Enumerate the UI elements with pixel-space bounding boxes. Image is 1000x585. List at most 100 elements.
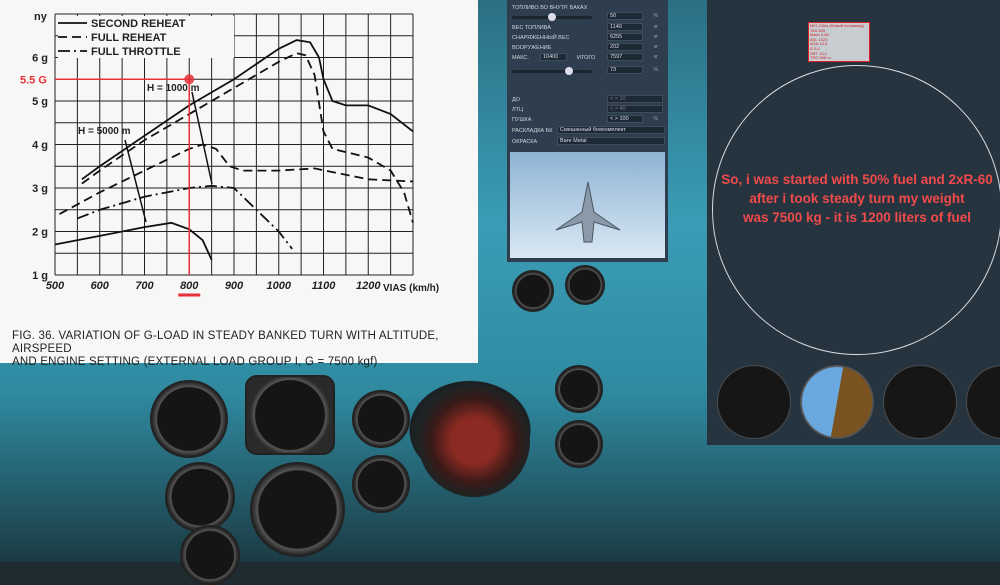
x-tick-label: 800 bbox=[180, 280, 199, 292]
x-tick-label: 1100 bbox=[312, 280, 337, 292]
note-line: So, i was started with 50% fuel and 2xR-… bbox=[721, 172, 993, 187]
altimeter-indicator bbox=[883, 365, 957, 439]
fuel-slider-knob[interactable] bbox=[548, 13, 556, 21]
total-value: 7597 bbox=[607, 53, 643, 61]
pressure-gauge bbox=[180, 525, 240, 585]
x-tick-label: 1000 bbox=[267, 280, 292, 292]
unit: кг bbox=[653, 54, 658, 60]
radar-scope bbox=[418, 385, 530, 497]
empty-weight-label: СНАРЯЖЕННЫЙ ВЕС bbox=[512, 34, 570, 41]
telemetry-box: MiG-21bis (Новый полиамид) TAS 825 Mach … bbox=[808, 22, 870, 62]
paint-label: ОКРАСКА bbox=[512, 138, 538, 145]
gun-field[interactable]: < > 100 bbox=[607, 115, 643, 123]
fuel-gauge bbox=[555, 420, 603, 468]
ltc-field[interactable]: < > 40 bbox=[607, 105, 663, 113]
telemetry-line: G 5,4 bbox=[810, 45, 820, 51]
series-line bbox=[77, 184, 293, 250]
y-tick-label: 4 g bbox=[32, 140, 48, 152]
legend-label: FULL THROTTLE bbox=[91, 46, 181, 58]
altimeter-gauge bbox=[352, 390, 410, 448]
note-line: was 7500 kg - it is 1200 liters of fuel bbox=[742, 210, 972, 225]
empty-weight-value: 6255 bbox=[607, 33, 643, 41]
series-line bbox=[81, 39, 414, 181]
total-label: ИТОГО bbox=[577, 54, 596, 61]
leader-line bbox=[191, 91, 213, 185]
turn-circle bbox=[712, 65, 1000, 355]
y-tick-label: 3 g bbox=[32, 183, 48, 195]
caption-line-2: AND ENGINE SETTING (EXTERNAL LOAD GROUP … bbox=[12, 356, 378, 368]
x-tick-label: 500 bbox=[46, 280, 65, 292]
telemetry-line: ASL 1023 bbox=[810, 36, 828, 42]
engine-gauge bbox=[555, 365, 603, 413]
fuel-weight-value: 1140 bbox=[607, 23, 643, 31]
total-slider-knob[interactable] bbox=[564, 67, 573, 75]
x-tick-label: 1200 bbox=[356, 280, 381, 292]
ammo-select[interactable]: Смешанный боекомплект bbox=[557, 126, 665, 134]
attitude-gauge bbox=[245, 375, 335, 455]
airspeed-gauge bbox=[150, 380, 228, 458]
overlay-panel: MiG-21bis (Новый полиамид) TAS 825 Mach … bbox=[707, 0, 1000, 445]
vario-gauge bbox=[352, 455, 410, 513]
series-line bbox=[59, 143, 414, 215]
y-tick-label: 6 g bbox=[32, 53, 48, 65]
loadout-panel: ТОПЛИВО ВО ВНУТР. БАКАХ 50 % ВЕС ТОПЛИВА… bbox=[507, 0, 668, 262]
caption-line-1: FIG. 36. VARIATION OF G-LOAD IN STEADY B… bbox=[12, 330, 439, 355]
fuel-weight-label: ВЕС ТОПЛИВА bbox=[512, 24, 551, 31]
marker-point bbox=[184, 74, 195, 85]
note-line: after i took steady turn my weight bbox=[749, 191, 965, 206]
y-axis-label: ny bbox=[34, 11, 48, 23]
unit: % bbox=[653, 67, 658, 73]
temp-gauge bbox=[565, 265, 605, 305]
annotation-note: So, i was started with 50% fuel and 2xR-… bbox=[717, 170, 997, 227]
telemetry-line: AOA 13,5 bbox=[810, 41, 828, 47]
x-tick-label: 700 bbox=[135, 280, 154, 292]
telemetry-line: TRO 996 m bbox=[810, 55, 831, 61]
legend-label: SECOND REHEAT bbox=[91, 18, 186, 30]
max-value: 10400 bbox=[540, 53, 567, 61]
legend-background bbox=[58, 16, 234, 58]
marker-label: 5.5 G bbox=[20, 74, 47, 86]
aircraft-icon bbox=[555, 181, 621, 243]
airspeed-indicator bbox=[717, 365, 791, 439]
telemetry-line: Mach 0,68 bbox=[810, 32, 829, 38]
total-percent-field[interactable]: 73 bbox=[607, 66, 643, 74]
telemetry-line: TAS 825 bbox=[810, 27, 826, 33]
unit: кг bbox=[653, 24, 658, 30]
telemetry-line: MiG-21bis (Новый полиамид) bbox=[810, 23, 864, 28]
x-tick-label: 900 bbox=[225, 280, 244, 292]
max-label: МАКС. bbox=[512, 54, 529, 61]
fuel-internal-label: ТОПЛИВО ВО ВНУТР. БАКАХ bbox=[512, 4, 588, 11]
total-slider[interactable] bbox=[512, 67, 592, 75]
chart-panel: 500 600 700 800 900 1000 1100 1200 1 g 2 g 3 g 4 g 5… bbox=[0, 0, 478, 368]
y-tick-label: 1 g bbox=[32, 270, 48, 282]
fuel-slider[interactable] bbox=[512, 13, 592, 21]
rpm-gauge bbox=[512, 270, 554, 312]
y-tick-label: 5 g bbox=[32, 96, 48, 108]
unit: кг bbox=[653, 34, 658, 40]
leader-line bbox=[124, 139, 147, 223]
vertical-speed-indicator bbox=[966, 365, 1000, 439]
gun-label: ПУШКА bbox=[512, 116, 532, 123]
unit: % bbox=[653, 13, 658, 19]
hsi-gauge bbox=[250, 462, 345, 557]
g-load-chart: 500 600 700 800 900 1000 1100 1200 1 g 2 g 3 g 4 g 5… bbox=[20, 11, 439, 297]
fuel-percent-field[interactable]: 50 bbox=[607, 12, 643, 20]
clock-gauge bbox=[165, 462, 235, 532]
telemetry-line: SRT 13,2 bbox=[810, 50, 827, 56]
annotation-h5000: H = 5000 m bbox=[78, 126, 131, 137]
ammo-label: РАСКЛАДКА БК bbox=[512, 127, 553, 134]
series-line bbox=[54, 221, 213, 261]
ltc-label: ЛТЦ bbox=[512, 106, 524, 113]
do-field[interactable]: < > 10 bbox=[607, 95, 663, 103]
series-line bbox=[81, 52, 414, 224]
attitude-indicator bbox=[800, 365, 874, 439]
unit: кг bbox=[653, 44, 658, 50]
aircraft-preview bbox=[510, 152, 665, 258]
paint-select[interactable]: Bare Metal bbox=[557, 137, 665, 145]
unit: % bbox=[653, 116, 658, 122]
x-tick-label: 600 bbox=[91, 280, 110, 292]
weapons-value: 202 bbox=[607, 43, 643, 51]
do-label: ДО bbox=[512, 96, 521, 103]
chart-caption: FIG. 36. VARIATION OF G-LOAD IN STEADY B… bbox=[12, 330, 478, 369]
weapons-label: ВООРУЖЕНИЕ bbox=[512, 44, 552, 51]
